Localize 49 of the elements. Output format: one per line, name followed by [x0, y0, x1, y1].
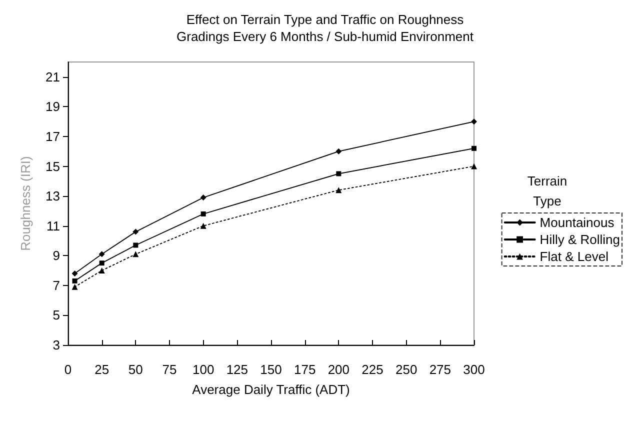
x-tick-label: 50 — [128, 362, 143, 377]
point — [336, 171, 342, 176]
x-tick-label: 225 — [362, 362, 384, 377]
x-tick-label: 250 — [395, 362, 418, 377]
y-tick-label: 13 — [46, 188, 60, 204]
y-tick-label: 21 — [46, 69, 60, 84]
legend-label: Mountainous — [540, 215, 615, 230]
y-tick-label: 9 — [52, 248, 60, 264]
x-tick-label: 200 — [328, 362, 350, 377]
point — [200, 194, 206, 201]
point — [132, 228, 139, 235]
point — [132, 251, 139, 258]
y-tick-label: 17 — [46, 128, 60, 144]
x-tick-label: 300 — [463, 362, 485, 377]
x-tick-label: 75 — [162, 362, 177, 377]
point — [99, 260, 104, 266]
point — [200, 211, 206, 216]
point — [98, 268, 105, 274]
point — [98, 251, 105, 258]
point — [72, 284, 78, 290]
y-tick-label: 5 — [52, 308, 60, 323]
y-tick-label: 19 — [46, 99, 60, 114]
y-axis-title: Roughness (IRI) — [18, 156, 33, 251]
y-tick-label: 3 — [52, 338, 60, 352]
x-tick-label: 0 — [64, 362, 72, 377]
y-tick-label: 7 — [52, 278, 60, 293]
x-axis-title: Average Daily Traffic (ADT) — [192, 382, 350, 397]
y-tick-label: 11 — [46, 218, 60, 234]
x-tick-label: 175 — [294, 362, 316, 377]
x-tick-label: 275 — [429, 362, 452, 377]
x-tick-label: 100 — [192, 362, 214, 377]
point — [336, 187, 342, 194]
legend-label: Hilly & Rolling — [540, 232, 620, 247]
x-tick-label: 150 — [260, 362, 282, 377]
point — [336, 148, 342, 154]
point — [200, 222, 206, 229]
legend-label: Flat & Level — [540, 249, 609, 264]
x-tick-label: 25 — [94, 362, 110, 377]
legend-title: Terrain Type — [527, 174, 568, 208]
point — [72, 278, 78, 284]
point — [471, 163, 477, 170]
point — [472, 146, 476, 151]
point — [133, 242, 138, 248]
x-tick-label: 125 — [226, 362, 248, 377]
point — [471, 118, 477, 125]
chart-title: Effect on Terrain Type and Traffic on Roughness — [186, 12, 464, 27]
point — [72, 270, 78, 277]
y-tick-label: 15 — [46, 158, 60, 174]
chart-subtitle: Gradings Every 6 Months / Sub-humid Environment — [176, 29, 474, 44]
